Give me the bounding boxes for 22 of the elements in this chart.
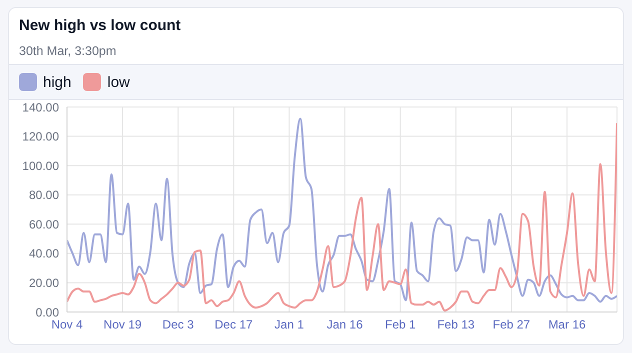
y-tick-label: 20.00 [28, 276, 60, 290]
x-tick-label: Jan 1 [274, 318, 304, 332]
x-tick-label: Feb 13 [437, 318, 475, 332]
y-tick-label: 80.00 [28, 188, 60, 202]
y-tick-label: 40.00 [28, 246, 60, 261]
x-tick-label: Mar 16 [548, 318, 586, 332]
chart-subtitle: 30th Mar, 3:30pm [19, 44, 118, 58]
legend-label: low [106, 73, 130, 91]
legend-label: high [42, 73, 72, 91]
x-tick-label: Jan 16 [326, 318, 364, 332]
x-tick-label: Dec 17 [214, 318, 253, 332]
y-tick-label: 140.00 [22, 100, 60, 114]
chart-title: New high vs low count [19, 17, 182, 34]
x-tick-label: Feb 1 [384, 318, 416, 332]
x-tick-label: Nov 19 [104, 318, 142, 332]
x-tick-label: Feb 27 [492, 318, 530, 332]
x-tick-label: Dec 3 [162, 318, 194, 332]
y-tick-label: 100.00 [22, 158, 60, 173]
x-tick-label: Nov 4 [51, 318, 83, 332]
y-tick-label: 120.00 [22, 130, 60, 144]
y-tick-label: 60.00 [28, 217, 60, 232]
y-tick-label: 0.00 [36, 305, 60, 320]
